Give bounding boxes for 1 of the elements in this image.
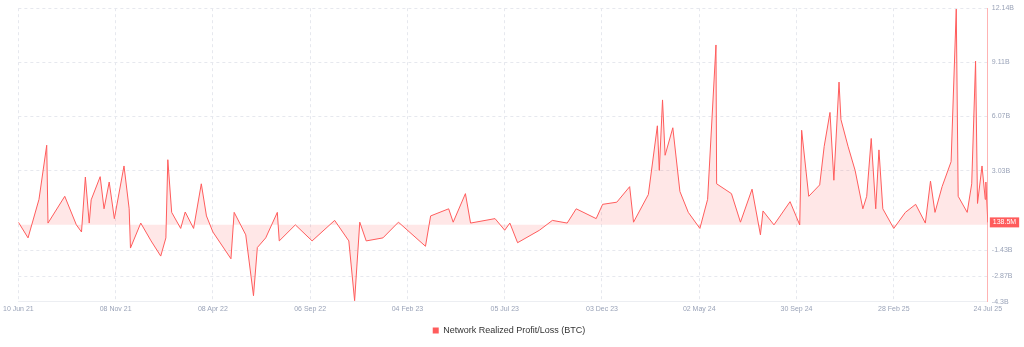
legend-label: Network Realized Profit/Loss (BTC)	[443, 324, 586, 335]
